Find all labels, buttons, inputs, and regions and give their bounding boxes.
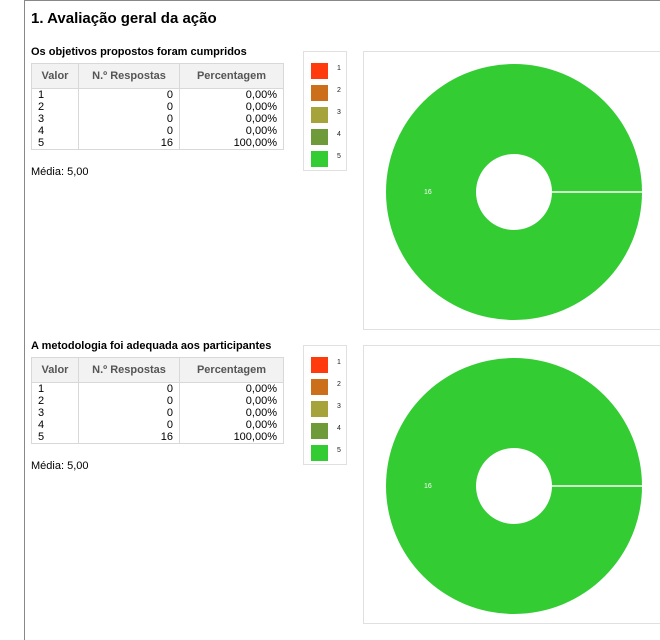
legend-label: 3 bbox=[337, 109, 341, 116]
cell-percentagem: 0,00% bbox=[179, 407, 284, 419]
legend-swatch bbox=[311, 107, 328, 123]
legend-swatch bbox=[311, 379, 328, 395]
cell-respostas: 16 bbox=[78, 137, 180, 150]
cell-valor: 4 bbox=[31, 419, 79, 431]
cell-respostas: 0 bbox=[78, 125, 180, 137]
chart-legend: 1 2 3 4 5 bbox=[303, 345, 347, 465]
cell-percentagem: 100,00% bbox=[179, 431, 284, 444]
donut-data-label: 16 bbox=[424, 483, 432, 490]
question-title: A metodologia foi adequada aos participa… bbox=[31, 340, 272, 352]
header-valor: Valor bbox=[31, 63, 79, 89]
table-row: 3 0 0,00% bbox=[31, 113, 284, 125]
cell-valor: 2 bbox=[31, 395, 79, 407]
question-block-2: A metodologia foi adequada aos participa… bbox=[0, 340, 660, 640]
table-row: 3 0 0,00% bbox=[31, 407, 284, 419]
legend-swatch bbox=[311, 445, 328, 461]
legend-label: 2 bbox=[337, 87, 341, 94]
table-header-row: Valor N.º Respostas Percentagem bbox=[31, 63, 284, 89]
cell-valor: 3 bbox=[31, 113, 79, 125]
question-block-1: Os objetivos propostos foram cumpridos V… bbox=[0, 46, 660, 336]
table-header-row: Valor N.º Respostas Percentagem bbox=[31, 357, 284, 383]
table-row: 5 16 100,00% bbox=[31, 137, 284, 150]
section-title: 1. Avaliação geral da ação bbox=[31, 10, 217, 27]
legend-swatch bbox=[311, 423, 328, 439]
cell-percentagem: 0,00% bbox=[179, 113, 284, 125]
legend-label: 5 bbox=[337, 447, 341, 454]
cell-percentagem: 0,00% bbox=[179, 125, 284, 137]
cell-respostas: 0 bbox=[78, 407, 180, 419]
cell-valor: 5 bbox=[31, 137, 79, 150]
cell-percentagem: 0,00% bbox=[179, 395, 284, 407]
donut-chart-box: 16 bbox=[363, 51, 660, 330]
chart-legend: 1 2 3 4 5 bbox=[303, 51, 347, 171]
average-score: Média: 5,00 bbox=[31, 460, 89, 472]
donut-slice-5 bbox=[386, 358, 642, 614]
legend-label: 3 bbox=[337, 403, 341, 410]
cell-respostas: 16 bbox=[78, 431, 180, 444]
cell-respostas: 0 bbox=[78, 382, 180, 395]
legend-swatch bbox=[311, 63, 328, 79]
legend-swatch bbox=[311, 85, 328, 101]
legend-swatch bbox=[311, 151, 328, 167]
legend-label: 5 bbox=[337, 153, 341, 160]
average-score: Média: 5,00 bbox=[31, 166, 89, 178]
header-percentagem: Percentagem bbox=[179, 357, 284, 383]
cell-percentagem: 0,00% bbox=[179, 419, 284, 431]
cell-percentagem: 0,00% bbox=[179, 101, 284, 113]
cell-percentagem: 0,00% bbox=[179, 382, 284, 395]
question-title: Os objetivos propostos foram cumpridos bbox=[31, 46, 247, 58]
cell-respostas: 0 bbox=[78, 101, 180, 113]
table-row: 2 0 0,00% bbox=[31, 395, 284, 407]
cell-valor: 3 bbox=[31, 407, 79, 419]
responses-table: Valor N.º Respostas Percentagem 1 0 0,00… bbox=[31, 357, 284, 444]
cell-respostas: 0 bbox=[78, 113, 180, 125]
table-row: 5 16 100,00% bbox=[31, 431, 284, 444]
header-respostas: N.º Respostas bbox=[78, 63, 180, 89]
donut-chart: 16 bbox=[386, 358, 648, 614]
table-row: 4 0 0,00% bbox=[31, 419, 284, 431]
cell-valor: 2 bbox=[31, 101, 79, 113]
donut-chart-box: 16 bbox=[363, 345, 660, 624]
legend-label: 1 bbox=[337, 65, 341, 72]
legend-label: 1 bbox=[337, 359, 341, 366]
legend-label: 2 bbox=[337, 381, 341, 388]
header-respostas: N.º Respostas bbox=[78, 357, 180, 383]
cell-respostas: 0 bbox=[78, 395, 180, 407]
cell-valor: 1 bbox=[31, 382, 79, 395]
legend-swatch bbox=[311, 357, 328, 373]
table-row: 1 0 0,00% bbox=[31, 88, 284, 101]
header-valor: Valor bbox=[31, 357, 79, 383]
legend-label: 4 bbox=[337, 425, 341, 432]
cell-percentagem: 0,00% bbox=[179, 88, 284, 101]
legend-swatch bbox=[311, 401, 328, 417]
donut-data-label: 16 bbox=[424, 189, 432, 196]
header-percentagem: Percentagem bbox=[179, 63, 284, 89]
report-frame bbox=[24, 0, 660, 640]
cell-valor: 1 bbox=[31, 88, 79, 101]
legend-swatch bbox=[311, 129, 328, 145]
cell-respostas: 0 bbox=[78, 419, 180, 431]
cell-respostas: 0 bbox=[78, 88, 180, 101]
donut-chart: 16 bbox=[386, 64, 648, 320]
cell-percentagem: 100,00% bbox=[179, 137, 284, 150]
cell-valor: 4 bbox=[31, 125, 79, 137]
legend-label: 4 bbox=[337, 131, 341, 138]
responses-table: Valor N.º Respostas Percentagem 1 0 0,00… bbox=[31, 63, 284, 150]
table-row: 4 0 0,00% bbox=[31, 125, 284, 137]
cell-valor: 5 bbox=[31, 431, 79, 444]
table-row: 1 0 0,00% bbox=[31, 382, 284, 395]
donut-slice-5 bbox=[386, 64, 642, 320]
table-row: 2 0 0,00% bbox=[31, 101, 284, 113]
